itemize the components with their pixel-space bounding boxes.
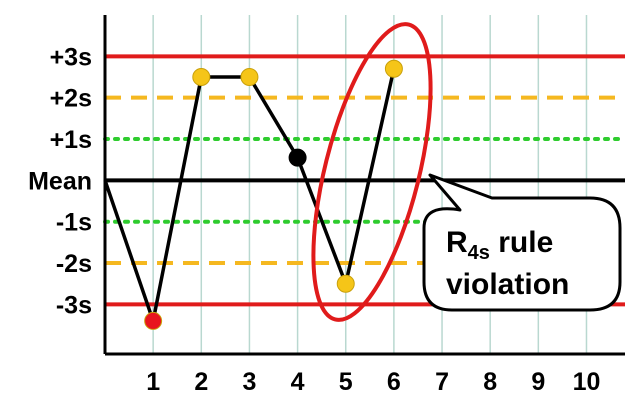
annotation-rest: rule <box>490 226 553 259</box>
x-tick-label-7: 7 <box>435 368 449 396</box>
data-point-6 <box>384 59 403 78</box>
data-point-5 <box>336 274 355 293</box>
x-tick-label-10: 10 <box>573 368 601 396</box>
y-tick-label-7: -3s <box>56 291 92 319</box>
x-tick-label-8: 8 <box>483 368 497 396</box>
data-point-3 <box>240 68 259 87</box>
y-tick-label-3: +1s <box>50 126 92 154</box>
data-point-1 <box>144 311 163 330</box>
data-point-2 <box>192 68 211 87</box>
annotation-callout: R4s rule violation <box>422 173 622 312</box>
annotation-main: R <box>446 226 468 259</box>
y-tick-label-5: -1s <box>56 209 92 237</box>
x-tick-label-4: 4 <box>291 368 305 396</box>
y-tick-label-1: +3s <box>50 43 92 71</box>
y-tick-labels: +3s +2s +1s Mean -1s -2s -3s <box>28 43 92 319</box>
x-tick-labels: 1 2 3 4 5 6 7 8 9 10 <box>146 368 600 396</box>
y-tick-label-2: +2s <box>50 85 92 113</box>
highlight-ellipse <box>311 22 433 322</box>
x-tick-label-1: 1 <box>146 368 160 396</box>
annotation-line2: violation <box>446 268 569 301</box>
x-tick-label-6: 6 <box>387 368 401 396</box>
x-tick-label-5: 5 <box>339 368 353 396</box>
annotation-subscript: 4s <box>468 242 490 264</box>
y-tick-label-4: Mean <box>28 167 92 195</box>
data-point-4 <box>288 148 307 167</box>
callout-bubble <box>422 173 622 312</box>
annotation-line1: R4s rule <box>446 226 553 264</box>
x-tick-label-3: 3 <box>242 368 256 396</box>
y-tick-label-6: -2s <box>56 250 92 278</box>
x-tick-label-9: 9 <box>531 368 545 396</box>
data-points <box>144 59 403 330</box>
x-tick-label-2: 2 <box>194 368 208 396</box>
